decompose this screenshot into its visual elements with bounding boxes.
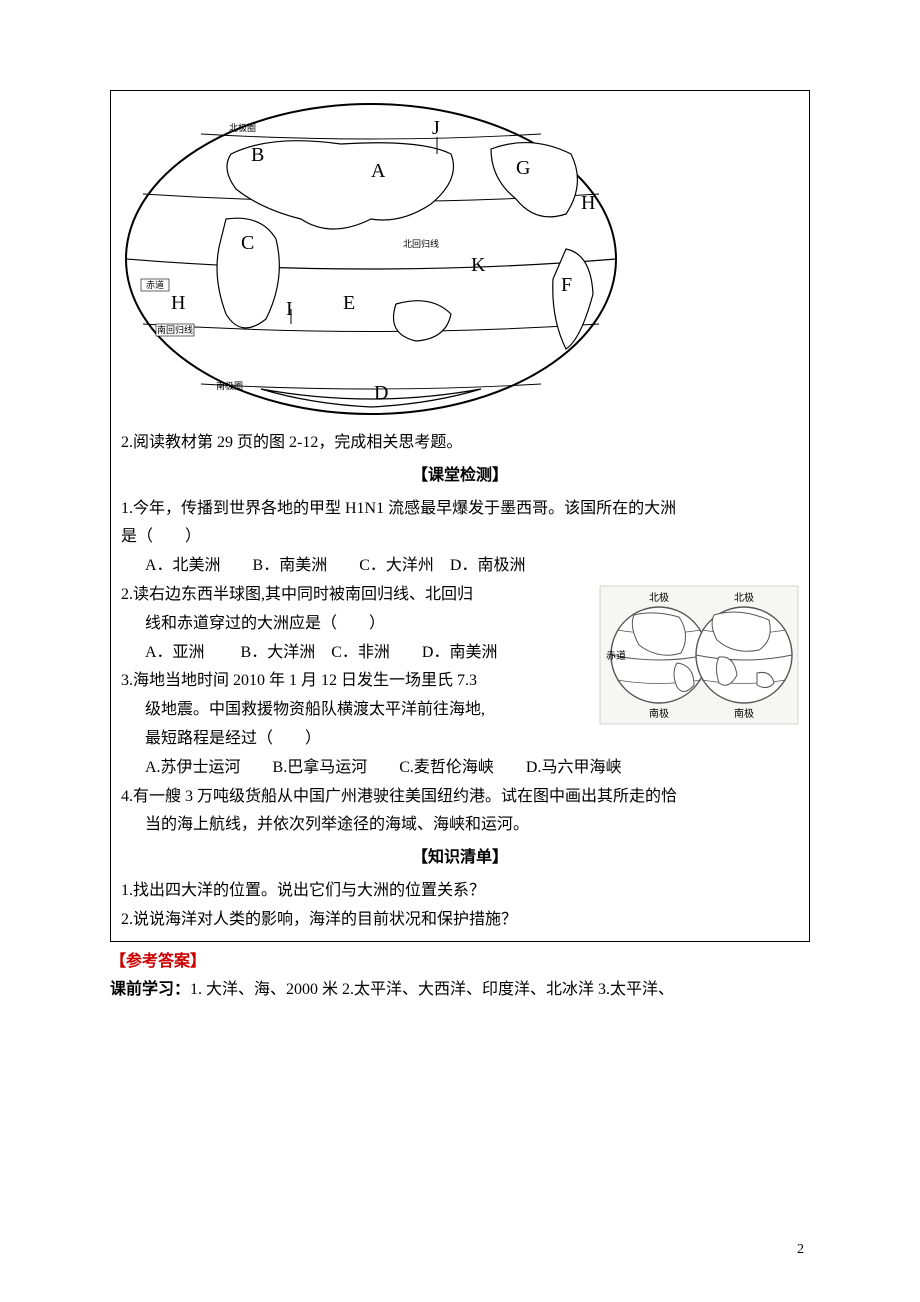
world-map-figure: 赤道 北回归线 南回归线 北极圈 南极圈 A B C D E F G H H I… <box>111 91 809 429</box>
hemi-south-right: 南极 <box>734 707 754 720</box>
map-label-I: I <box>286 298 293 320</box>
tropic-n-label: 北回归线 <box>403 238 439 249</box>
world-map-svg: 赤道 北回归线 南回归线 北极圈 南极圈 A B C D E F G H H I… <box>121 99 621 419</box>
map-label-C: C <box>241 232 254 254</box>
antarctic-label: 南极圈 <box>216 380 243 391</box>
q1-line1: 1.今年，传播到世界各地的甲型 H1N1 流感最早爆发于墨西哥。该国所在的大洲 <box>111 495 809 524</box>
map-label-G: G <box>516 157 530 179</box>
hemi-north-right: 北极 <box>734 591 754 604</box>
answers-section: 【参考答案】 课前学习：1. 大洋、海、2000 米 2.太平洋、大西洋、印度洋… <box>110 942 810 1012</box>
map-label-A: A <box>371 160 386 182</box>
hemi-south-left: 南极 <box>649 707 669 720</box>
hemisphere-figure: 北极 北极 南极 南极 赤道 <box>599 585 799 736</box>
instruction-line-2: 2.阅读教材第 29 页的图 2-12，完成相关思考题。 <box>111 429 809 458</box>
map-label-E: E <box>343 292 355 314</box>
map-label-F: F <box>561 274 572 296</box>
pre-study-answers: 课前学习：1. 大洋、海、2000 米 2.太平洋、大西洋、印度洋、北冰洋 3.… <box>110 976 810 1005</box>
q4-line2: 当的海上航线，并依次列举途径的海域、海峡和运河。 <box>111 811 809 840</box>
map-label-J: J <box>432 117 440 139</box>
knowledge-2: 2.说说海洋对人类的影响，海洋的目前状况和保护措施？ <box>111 906 809 941</box>
map-label-H-right: H <box>581 192 595 214</box>
page-number: 2 <box>797 1237 804 1262</box>
map-label-D: D <box>374 382 388 404</box>
hemi-north-left: 北极 <box>649 591 669 604</box>
q1-options: A．北美洲 B．南美洲 C．大洋州 D．南极洲 <box>111 552 809 581</box>
hemi-equator: 赤道 <box>606 649 626 662</box>
map-label-B: B <box>251 144 264 166</box>
pre-study-label: 课前学习： <box>110 981 190 998</box>
q1-line2: 是（ ） <box>111 523 809 552</box>
section-knowledge-heading: 【知识清单】 <box>111 840 809 877</box>
q3-options: A.苏伊士运河 B.巴拿马运河 C.麦哲伦海峡 D.马六甲海峡 <box>111 754 809 783</box>
pre-study-text: 1. 大洋、海、2000 米 2.太平洋、大西洋、印度洋、北冰洋 3.太平洋、 <box>190 981 674 998</box>
hemisphere-svg: 北极 北极 南极 南极 赤道 <box>599 585 799 725</box>
section-test-heading: 【课堂检测】 <box>111 458 809 495</box>
tropic-s-label: 南回归线 <box>157 324 193 335</box>
map-label-K: K <box>471 254 486 276</box>
knowledge-1: 1.找出四大洋的位置。说出它们与大洲的位置关系？ <box>111 877 809 906</box>
equator-label: 赤道 <box>146 279 164 290</box>
answers-heading: 【参考答案】 <box>110 948 810 977</box>
arctic-label: 北极圈 <box>229 122 256 133</box>
content-box: 赤道 北回归线 南回归线 北极圈 南极圈 A B C D E F G H H I… <box>110 90 810 942</box>
map-label-H-left: H <box>171 292 185 314</box>
q4-line1: 4.有一艘 3 万吨级货船从中国广州港驶往美国纽约港。试在图中画出其所走的恰 <box>111 783 809 812</box>
